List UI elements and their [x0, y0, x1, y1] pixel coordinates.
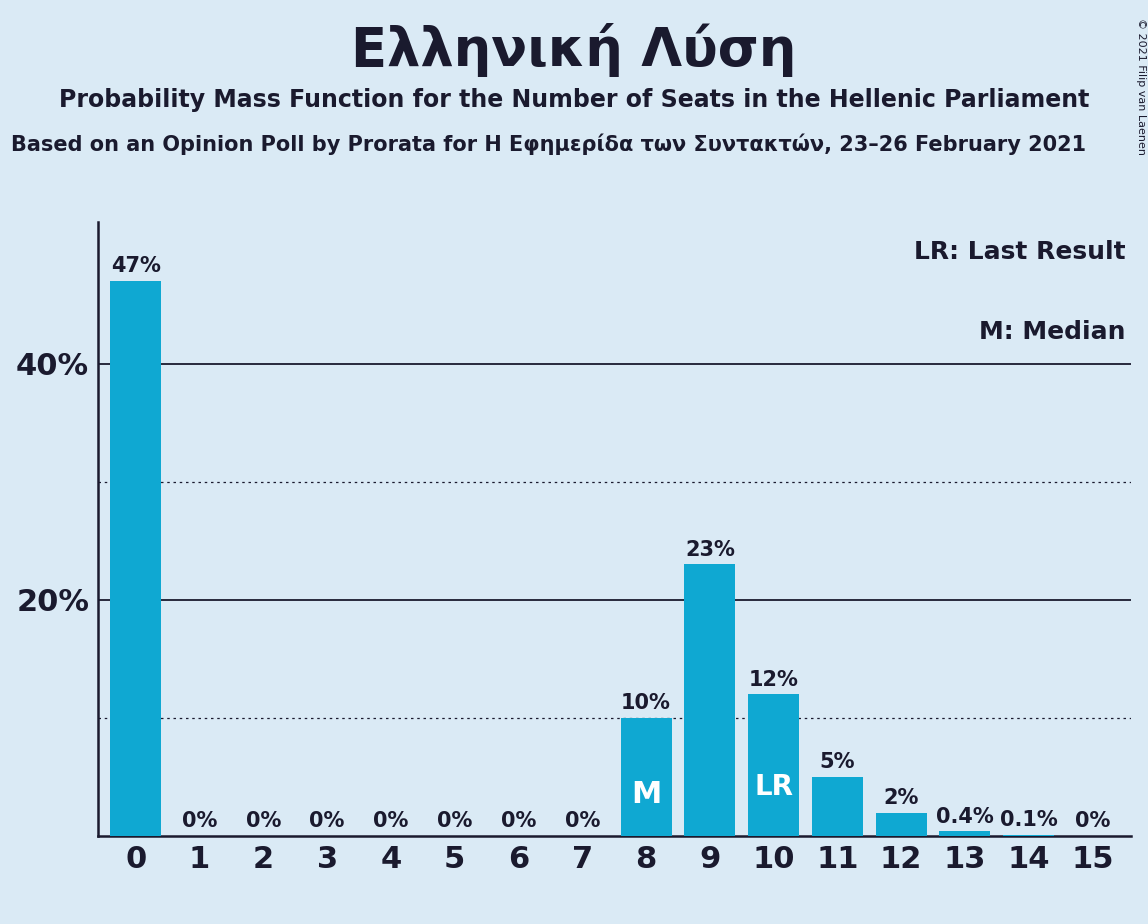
Text: Based on an Opinion Poll by Prorata for Η Εφημερίδα των Συντακτών, 23–26 Februar: Based on an Opinion Poll by Prorata for …: [11, 134, 1087, 155]
Bar: [110, 281, 162, 836]
Text: 0.4%: 0.4%: [936, 807, 994, 827]
Text: 23%: 23%: [685, 540, 735, 560]
Text: 12%: 12%: [748, 670, 799, 689]
Text: 0%: 0%: [565, 811, 600, 832]
Text: 0%: 0%: [310, 811, 344, 832]
Bar: [684, 565, 736, 836]
Text: 10%: 10%: [621, 693, 672, 713]
Text: 0%: 0%: [373, 811, 409, 832]
Text: 0%: 0%: [1075, 811, 1110, 832]
Text: Ελληνική Λύση: Ελληνική Λύση: [351, 23, 797, 77]
Text: Probability Mass Function for the Number of Seats in the Hellenic Parliament: Probability Mass Function for the Number…: [59, 88, 1089, 112]
Bar: [876, 812, 926, 836]
Text: 47%: 47%: [111, 256, 161, 276]
Text: 0%: 0%: [501, 811, 536, 832]
Bar: [621, 718, 672, 836]
Text: 0%: 0%: [437, 811, 473, 832]
Text: 0%: 0%: [246, 811, 281, 832]
Text: 5%: 5%: [820, 752, 855, 772]
Text: 0.1%: 0.1%: [1000, 810, 1057, 831]
Text: M: M: [631, 781, 661, 809]
Text: LR: Last Result: LR: Last Result: [914, 240, 1125, 264]
Text: 0%: 0%: [181, 811, 217, 832]
Bar: [748, 695, 799, 836]
Text: 2%: 2%: [884, 788, 918, 808]
Bar: [1003, 835, 1054, 836]
Text: M: Median: M: Median: [979, 320, 1125, 344]
Text: LR: LR: [754, 772, 793, 800]
Bar: [939, 832, 991, 836]
Text: © 2021 Filip van Laenen: © 2021 Filip van Laenen: [1135, 18, 1146, 155]
Bar: [812, 777, 863, 836]
